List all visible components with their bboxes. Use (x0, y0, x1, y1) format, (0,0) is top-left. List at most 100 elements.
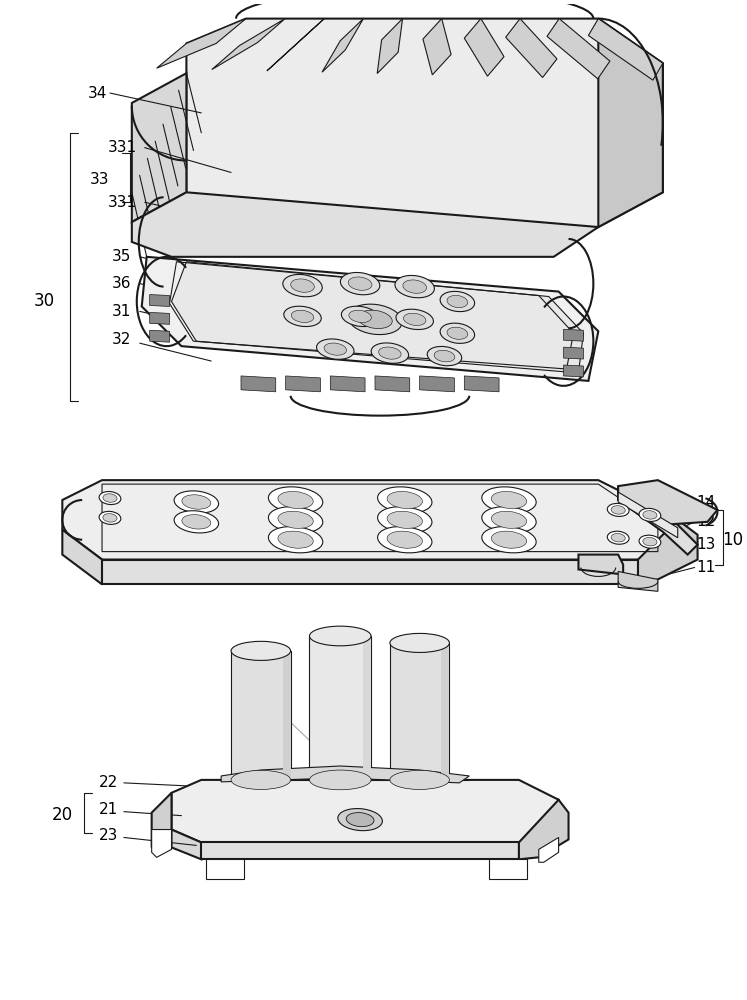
Text: 31: 31 (112, 304, 131, 319)
Ellipse shape (639, 508, 661, 521)
Ellipse shape (268, 507, 323, 533)
Polygon shape (547, 19, 610, 79)
Polygon shape (465, 376, 499, 392)
Polygon shape (149, 330, 170, 342)
Ellipse shape (99, 491, 121, 505)
Ellipse shape (387, 531, 423, 548)
Polygon shape (441, 643, 450, 780)
Text: 23: 23 (99, 828, 119, 843)
Polygon shape (62, 480, 678, 560)
Ellipse shape (427, 346, 462, 366)
Polygon shape (62, 530, 102, 584)
Ellipse shape (482, 527, 536, 553)
Polygon shape (211, 19, 285, 70)
Ellipse shape (611, 533, 625, 542)
Polygon shape (152, 793, 172, 847)
Ellipse shape (482, 507, 536, 533)
Ellipse shape (309, 770, 371, 790)
Ellipse shape (607, 503, 629, 516)
Polygon shape (285, 376, 320, 392)
Ellipse shape (643, 537, 657, 546)
Ellipse shape (231, 770, 291, 789)
Polygon shape (187, 19, 663, 227)
Polygon shape (363, 636, 371, 780)
Ellipse shape (283, 274, 322, 297)
Text: 32: 32 (112, 332, 131, 347)
Polygon shape (231, 651, 291, 780)
Text: 10: 10 (722, 531, 743, 549)
Ellipse shape (284, 306, 321, 327)
Polygon shape (172, 262, 583, 373)
Ellipse shape (338, 809, 382, 831)
Ellipse shape (390, 633, 450, 652)
Ellipse shape (103, 494, 117, 502)
Ellipse shape (231, 641, 291, 660)
Ellipse shape (607, 531, 629, 544)
Ellipse shape (379, 347, 401, 359)
Ellipse shape (643, 511, 657, 519)
Text: 33: 33 (90, 172, 110, 187)
Text: 35: 35 (112, 249, 131, 264)
Polygon shape (519, 800, 568, 859)
Polygon shape (619, 571, 658, 591)
Ellipse shape (390, 770, 450, 789)
Polygon shape (423, 19, 451, 75)
Polygon shape (149, 295, 170, 306)
Ellipse shape (639, 535, 661, 548)
Polygon shape (131, 73, 187, 222)
Ellipse shape (440, 323, 474, 343)
Ellipse shape (348, 277, 372, 290)
Ellipse shape (371, 343, 409, 363)
Polygon shape (638, 520, 698, 584)
Ellipse shape (358, 310, 392, 329)
Polygon shape (152, 830, 172, 857)
Ellipse shape (387, 511, 423, 528)
Text: 13: 13 (695, 537, 715, 552)
Polygon shape (465, 19, 504, 76)
Ellipse shape (403, 313, 426, 325)
Ellipse shape (341, 272, 379, 295)
Polygon shape (506, 19, 557, 77)
Ellipse shape (291, 310, 314, 322)
Polygon shape (149, 312, 170, 324)
Text: 22: 22 (99, 775, 119, 790)
Polygon shape (172, 780, 559, 842)
Ellipse shape (341, 306, 379, 327)
Ellipse shape (492, 531, 527, 548)
Ellipse shape (278, 491, 313, 509)
Polygon shape (282, 651, 291, 780)
Ellipse shape (309, 626, 371, 646)
Ellipse shape (434, 350, 455, 362)
Ellipse shape (174, 491, 219, 513)
Ellipse shape (611, 506, 625, 514)
Ellipse shape (278, 531, 313, 548)
Ellipse shape (492, 511, 527, 528)
Ellipse shape (317, 339, 354, 359)
Polygon shape (377, 19, 403, 74)
Ellipse shape (182, 515, 211, 529)
Ellipse shape (395, 275, 435, 298)
Text: 21: 21 (99, 802, 119, 817)
Text: 36: 36 (112, 276, 131, 291)
Ellipse shape (182, 495, 211, 509)
Polygon shape (201, 842, 519, 859)
Ellipse shape (447, 327, 468, 339)
Text: 34: 34 (87, 86, 107, 101)
Ellipse shape (348, 304, 402, 335)
Text: 331: 331 (108, 195, 137, 210)
Polygon shape (157, 19, 246, 68)
Polygon shape (142, 257, 598, 381)
Text: 11: 11 (696, 560, 715, 575)
Ellipse shape (103, 514, 117, 522)
Polygon shape (330, 376, 365, 392)
Ellipse shape (324, 343, 347, 355)
Polygon shape (131, 192, 598, 257)
Polygon shape (322, 19, 363, 72)
Ellipse shape (492, 491, 527, 509)
Ellipse shape (349, 310, 371, 322)
Polygon shape (563, 365, 583, 377)
Ellipse shape (403, 280, 427, 293)
Ellipse shape (268, 527, 323, 553)
Polygon shape (375, 376, 409, 392)
Polygon shape (241, 376, 276, 392)
